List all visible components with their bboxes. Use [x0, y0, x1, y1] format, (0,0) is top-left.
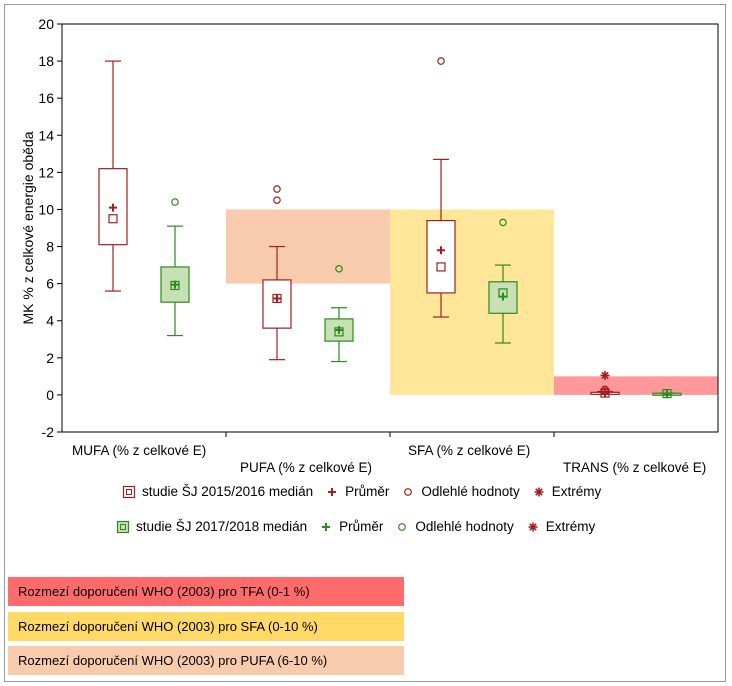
extreme-point [600, 370, 610, 380]
legend-mean-icon-1 [325, 485, 339, 499]
legend-box-icon-2 [116, 520, 130, 534]
y-tick-label: 12 [38, 164, 54, 180]
who-range-tfa: Rozmezí doporučení WHO (2003) pro TFA (0… [8, 577, 404, 606]
mean-marker [663, 389, 671, 398]
legend-box-label-2: studie ŠJ 2017/2018 medián [136, 519, 308, 534]
legend-extreme-label-2: Extrémy [545, 519, 596, 534]
y-tick-label: 0 [46, 387, 54, 403]
legend-box-label-1: studie ŠJ 2015/2016 medián [142, 484, 314, 499]
outlier-point [273, 185, 281, 193]
mean-marker [273, 294, 281, 303]
legend-mean-label-1: Průměr [345, 484, 390, 499]
x-category-label: TRANS (% z celkové E) [563, 460, 706, 475]
mean-marker [437, 246, 445, 255]
who-range-band [226, 209, 390, 284]
y-tick-label: 2 [46, 350, 54, 366]
box-plot-chart: -2 0 2 4 6 8 10 12 14 16 18 20 MK % z celkové energi… [20, 16, 719, 475]
outlier-point [335, 264, 343, 273]
y-tick-label: 20 [38, 16, 54, 32]
legend-mean-label-2: Průměr [339, 519, 384, 534]
x-category-label: MUFA (% z celkové E) [72, 443, 206, 458]
who-range-band [390, 209, 554, 395]
who-range-pufa: Rozmezí doporučení WHO (2003) pro PUFA (… [8, 646, 404, 675]
y-tick-label: 4 [46, 313, 54, 329]
figure-frame [4, 4, 726, 682]
y-tick-label: 8 [46, 239, 54, 255]
y-tick-label: 16 [38, 90, 54, 106]
x-category-label: SFA (% z celkové E) [408, 443, 530, 458]
median-marker [108, 214, 118, 224]
mean-marker [499, 292, 507, 301]
legend-outlier-icon-2 [395, 520, 409, 534]
x-category-label: PUFA (% z celkové E) [240, 460, 372, 475]
outlier-point [273, 196, 281, 204]
mean-marker [109, 203, 117, 212]
outlier-point [437, 57, 445, 65]
iqr-box [262, 279, 292, 329]
median-marker [436, 262, 446, 272]
mean-marker [171, 280, 179, 289]
legend-row-2: studie ŠJ 2017/2018 medián Průměr Odlehl… [116, 519, 595, 534]
y-tick-label: -2 [42, 424, 55, 440]
legend-extreme-icon-1 [532, 485, 546, 499]
legend-outlier-label-1: Odlehlé hodnoty [421, 484, 520, 499]
legend-extreme-label-1: Extrémy [551, 484, 602, 499]
legend-mean-icon-2 [319, 520, 333, 534]
iqr-box [426, 219, 456, 294]
y-axis-label: MK % z celkové energie oběda [20, 131, 36, 324]
y-tick-label: 18 [38, 53, 54, 69]
y-tick-label: 6 [46, 276, 54, 292]
outlier-point [601, 385, 609, 394]
legend-row-1: studie ŠJ 2015/2016 medián Průměr Odlehl… [122, 484, 601, 499]
outlier-point [499, 218, 507, 227]
who-range-band [554, 376, 718, 395]
legend-extreme-icon-2 [526, 520, 540, 534]
mean-marker [335, 326, 343, 334]
legend-box-icon-1 [122, 485, 136, 499]
outlier-point [171, 198, 179, 206]
legend-outlier-icon-1 [401, 485, 415, 499]
who-range-sfa: Rozmezí doporučení WHO (2003) pro SFA (0… [8, 612, 404, 641]
y-tick-label: 14 [38, 127, 54, 143]
legend-outlier-label-2: Odlehlé hodnoty [415, 519, 514, 534]
y-tick-label: 10 [38, 201, 54, 217]
